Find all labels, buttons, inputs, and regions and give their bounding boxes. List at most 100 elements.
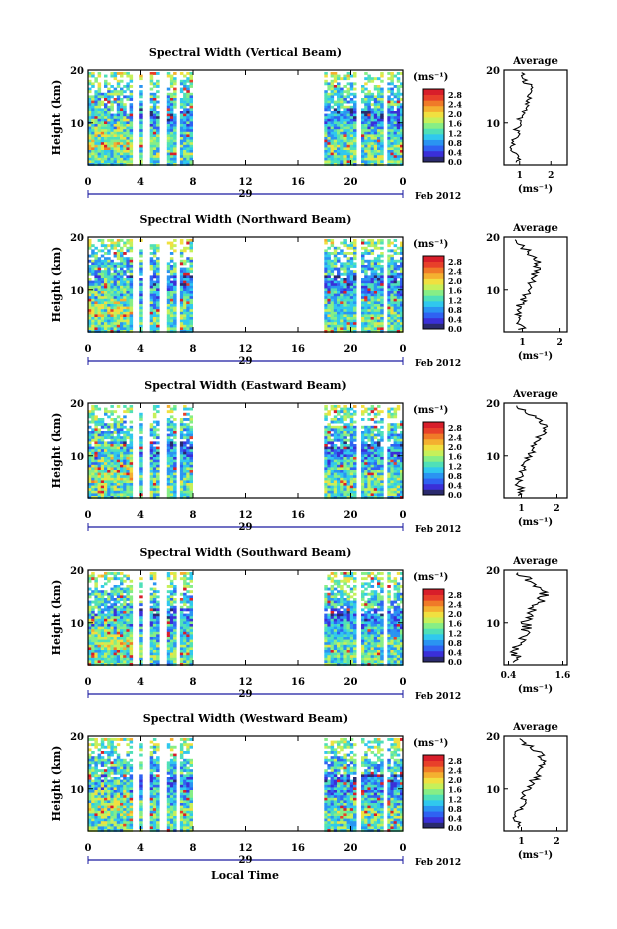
heatmap-cell: [333, 288, 338, 292]
heatmap-cell: [346, 412, 351, 416]
heatmap-cell: [113, 296, 118, 300]
heatmap-cell: [400, 451, 404, 455]
heatmap-cell: [324, 275, 328, 279]
heatmap-cell: [400, 311, 404, 315]
heatmap-cell: [129, 405, 134, 408]
heatmap-cell: [104, 108, 108, 112]
heatmap-cell: [100, 603, 105, 607]
x-tick-label: 12: [239, 177, 253, 188]
colorbar-tick-label: 1.6: [448, 452, 462, 462]
heatmap-cell: [373, 457, 378, 460]
heatmap-cell: [337, 139, 341, 143]
heatmap-cell: [367, 296, 371, 300]
heatmap-cell: [186, 275, 190, 279]
heatmap-cell: [94, 280, 98, 284]
heatmap-cell: [156, 462, 160, 466]
heatmap-cell: [88, 293, 92, 297]
heatmap-cell: [149, 113, 154, 117]
heatmap-cell: [113, 139, 118, 143]
heatmap-cell: [390, 449, 394, 453]
heatmap-cell: [116, 613, 121, 617]
heatmap-cell: [100, 293, 105, 297]
heatmap-cell: [340, 446, 344, 450]
heatmap-cell: [123, 444, 127, 447]
heatmap-cell: [88, 309, 92, 313]
heatmap-cell: [179, 317, 184, 320]
heatmap-cell: [327, 92, 331, 96]
heatmap-cell: [88, 74, 92, 78]
heatmap-cell: [346, 113, 351, 117]
heatmap-cell: [387, 457, 391, 460]
heatmap-cell: [107, 572, 111, 575]
heatmap-cell: [353, 291, 357, 294]
heatmap-cell: [330, 131, 335, 135]
heatmap-cell: [349, 278, 354, 281]
heatmap-cell: [123, 259, 127, 263]
heatmap-cell: [186, 493, 190, 497]
heatmap-cell: [91, 624, 95, 627]
heatmap-cell: [149, 137, 154, 140]
heatmap-cell: [173, 288, 177, 292]
heatmap-cell: [88, 311, 92, 315]
heatmap-cell: [324, 467, 328, 471]
heatmap-cell: [373, 262, 378, 266]
heatmap-cell: [149, 124, 154, 127]
heatmap-cell: [367, 283, 371, 287]
heatmap-cell: [129, 488, 134, 492]
heatmap-cell: [166, 147, 171, 151]
heatmap-cell: [340, 285, 344, 289]
heatmap-cell: [113, 265, 118, 268]
heatmap-cell: [387, 111, 391, 114]
heatmap-cell: [361, 144, 365, 148]
heatmap-cell: [340, 436, 344, 440]
heatmap-cell: [343, 470, 347, 473]
heatmap-cell: [129, 139, 134, 143]
heatmap-cell: [346, 477, 351, 481]
heatmap-cell: [104, 470, 108, 473]
heatmap-cell: [186, 296, 190, 300]
heatmap-cell: [367, 150, 371, 153]
heatmap-cell: [107, 483, 111, 486]
heatmap-cell: [169, 267, 174, 271]
heatmap-cell: [107, 309, 111, 313]
heatmap-cell: [400, 272, 404, 276]
heatmap-cell: [116, 301, 121, 305]
heatmap-cell: [139, 285, 143, 289]
heatmap-cell: [353, 95, 357, 99]
heatmap-cell: [123, 298, 127, 302]
heatmap-cell: [349, 285, 354, 289]
heatmap-cell: [324, 239, 328, 242]
heatmap-cell: [367, 319, 371, 323]
heatmap-cell: [324, 301, 328, 305]
heatmap-cell: [330, 79, 335, 83]
heatmap-cell: [88, 579, 92, 583]
heatmap-cell: [110, 644, 114, 648]
heatmap-cell: [380, 438, 384, 442]
heatmap-cell: [387, 470, 391, 473]
heatmap-cell: [156, 420, 160, 424]
heatmap-cell: [91, 95, 95, 99]
heatmap-cell: [94, 475, 98, 479]
heatmap-cell: [179, 296, 184, 300]
heatmap-cell: [400, 157, 404, 161]
heatmap-cell: [104, 252, 108, 255]
x-tick-label: 8: [190, 510, 197, 521]
heatmap-cell: [343, 490, 347, 494]
heatmap-cell: [337, 87, 341, 91]
heatmap-cell: [107, 301, 111, 305]
colorbar-swatch: [423, 295, 444, 302]
heatmap-cell: [173, 425, 177, 429]
heatmap-cell: [107, 608, 111, 612]
heatmap-cell: [324, 441, 328, 445]
heatmap-cell: [337, 124, 341, 127]
profile-frame: [503, 69, 568, 166]
colorbar-tick-label: 1.2: [448, 128, 462, 138]
heatmap-cell: [390, 436, 394, 440]
heatmap-cell: [149, 111, 154, 114]
heatmap-cell: [126, 82, 130, 86]
heatmap-cell: [91, 462, 95, 466]
heatmap-cell: [324, 124, 328, 127]
heatmap-cell: [129, 142, 134, 146]
heatmap-cell: [123, 483, 127, 486]
heatmap-cell: [390, 82, 394, 86]
